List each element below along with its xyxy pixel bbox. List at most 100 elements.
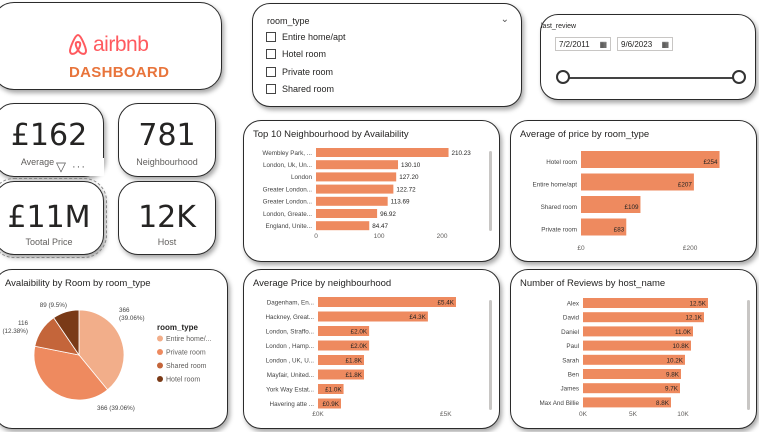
panel-top10-neighbourhood: Top 10 Neighbourhood by Availability Wem… [243, 120, 500, 262]
category-label: London [291, 174, 313, 181]
option-label: Hotel room [282, 49, 327, 59]
start-date-input[interactable]: 7/2/2011 ▦ [555, 37, 611, 51]
x-tick-label: £0 [577, 245, 585, 252]
data-label: 127.20 [399, 174, 419, 181]
bar [581, 218, 627, 236]
data-label: £1.8K [346, 372, 363, 379]
room-type-slicer[interactable]: room_type ⌄ Entire home/apt Hotel room P… [252, 3, 522, 107]
category-label: London, Straffo... [266, 329, 314, 336]
bar [318, 326, 370, 336]
legend-marker [157, 362, 163, 369]
category-label: David [563, 315, 580, 322]
bar [316, 196, 388, 206]
pie-slice [33, 345, 109, 401]
bar [318, 398, 341, 409]
kpi-value: £11M [7, 200, 91, 235]
legend-label: Hotel room [166, 377, 200, 384]
data-label: 12.1K [686, 315, 703, 322]
date-slicer[interactable]: last_review 7/2/2011 ▦ 9/6/2023 ▦ [540, 14, 756, 100]
category-label: York Way Estat... [266, 387, 314, 394]
kpi-total-price[interactable]: £11M Tootal Price [0, 178, 107, 258]
bar [316, 221, 370, 231]
bar [583, 298, 708, 308]
chevron-down-icon[interactable]: ⌄ [500, 14, 509, 25]
calendar-icon[interactable]: ▦ [599, 39, 607, 49]
bar [581, 173, 694, 191]
more-options-icon[interactable]: ··· [72, 161, 86, 173]
category-label: England, Unite... [265, 223, 312, 230]
legend-marker [157, 376, 163, 382]
end-date-value: 9/6/2023 [621, 39, 653, 49]
date-range-track[interactable] [563, 77, 739, 79]
pie-data-label: 116 [18, 320, 29, 327]
end-date-input[interactable]: 9/6/2023 ▦ [617, 37, 673, 51]
chart-pie: 366(39.06%) 366 (39.06%) 116(12.38%) 89 (9.… [2, 302, 212, 412]
slicer-option-private[interactable]: Private room [266, 67, 333, 77]
data-label: 84.47 [372, 223, 388, 230]
chart-title: Average Price by neighbourhood [253, 278, 392, 289]
legend-marker [157, 335, 163, 342]
bar [316, 160, 399, 170]
data-label: 10.8K [673, 343, 690, 350]
data-label: 9.7K [665, 386, 679, 393]
airbnb-icon [68, 33, 88, 55]
bar [316, 209, 378, 218]
checkbox[interactable] [266, 49, 276, 59]
kpi-value: 12K [138, 200, 196, 235]
kpi-label: Average Price [20, 157, 78, 167]
category-label: Private room [541, 226, 577, 233]
slicer-option-entire[interactable]: Entire home/apt [266, 32, 346, 42]
brand-name: airbnb [93, 33, 149, 56]
data-label: 210.23 [452, 150, 472, 157]
slicer-option-shared[interactable]: Shared room [266, 84, 334, 94]
legend-marker [157, 349, 163, 355]
pie-data-label: (12.38%) [2, 328, 28, 335]
x-tick-label: £5K [440, 411, 452, 418]
checkbox[interactable] [266, 32, 276, 42]
legend-label: Private room [166, 350, 206, 357]
x-tick-label: 200 [437, 233, 448, 240]
data-label: £109 [624, 204, 639, 211]
x-tick-label: 0K [579, 411, 588, 418]
slicer-title: room_type [267, 16, 310, 26]
category-label: Sarah [562, 357, 579, 364]
data-label: 113.69 [391, 199, 410, 206]
slider-end-handle[interactable] [732, 70, 746, 84]
panel-reviews-by-host: Number of Reviews by host_name Alex 12.5K… [510, 269, 757, 429]
category-label: Dagenham, En... [267, 300, 315, 307]
category-label: Alex [567, 301, 580, 308]
legend-label: Entire home/... [166, 336, 212, 343]
data-label: 11.0K [675, 329, 692, 336]
bar [318, 311, 428, 322]
data-label: £1.8K [346, 358, 363, 365]
bar [318, 369, 364, 380]
chart-title: Average of price by room_type [520, 129, 650, 140]
bar [581, 196, 641, 213]
filter-icon[interactable]: ▽ [56, 159, 66, 174]
category-label: Hotel room [546, 159, 577, 166]
visual-header: ▽ ··· [54, 158, 104, 176]
bar [318, 340, 370, 351]
panel-price-by-room: Average of price by room_type Hotel room… [510, 120, 757, 262]
category-label: Paul [566, 343, 579, 350]
start-date-value: 7/2/2011 [559, 39, 590, 49]
calendar-icon[interactable]: ▦ [661, 39, 669, 49]
category-label: Hackney, Great... [265, 314, 314, 321]
data-label: 130.10 [401, 162, 421, 169]
kpi-value: £162 [10, 118, 88, 153]
bar [581, 151, 720, 168]
kpi-label: Neighbourhood [136, 157, 198, 167]
pie-slice [78, 309, 125, 391]
slicer-option-hotel[interactable]: Hotel room [266, 49, 326, 59]
data-label: £2.0K [351, 343, 368, 350]
checkbox[interactable] [266, 67, 276, 77]
checkbox[interactable] [266, 84, 276, 94]
data-label: 8.8K [656, 400, 670, 407]
category-label: Greater London... [263, 186, 313, 193]
bar [583, 354, 685, 365]
x-tick-label: 10K [677, 411, 689, 418]
data-label: £207 [678, 181, 693, 188]
data-label: 12.5K [690, 301, 707, 308]
slider-start-handle[interactable] [556, 70, 570, 84]
chart-title: Number of Reviews by host_name [520, 278, 666, 289]
